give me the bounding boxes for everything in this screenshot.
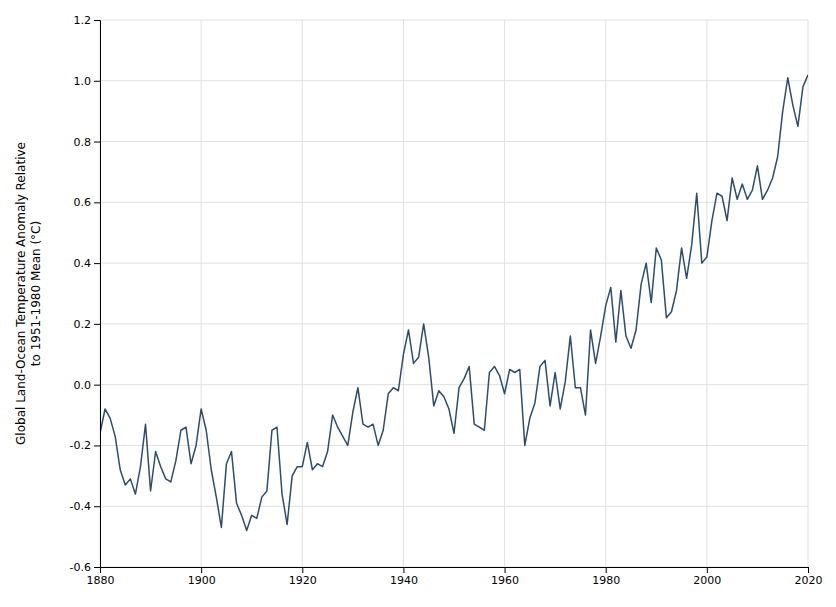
tick-label: 1940	[390, 574, 418, 587]
grid	[100, 20, 808, 567]
grid-line	[100, 506, 808, 507]
grid-line	[706, 20, 707, 567]
tick-label: 2020	[795, 574, 823, 587]
tick-label: 0.4	[74, 257, 92, 270]
tick-label: 0.0	[74, 379, 92, 392]
tick-label: 1900	[188, 574, 216, 587]
tick-label: 2000	[693, 574, 721, 587]
tick: 1.2	[74, 14, 101, 27]
tick: 1960	[491, 567, 519, 587]
plot: 1880 1900 1920 1940 1960 1980 2000 2020 -0.6 -0.4…	[14, 14, 823, 587]
tick-mark	[505, 567, 506, 573]
tick-label: -0.4	[70, 500, 91, 513]
tick-mark	[94, 385, 100, 386]
tick-mark	[94, 567, 100, 568]
y-axis-title-line: to 1951-1980 Mean (°C)	[29, 221, 43, 366]
tick-mark	[94, 324, 100, 325]
grid-line	[100, 384, 808, 385]
tick-mark	[94, 20, 100, 21]
tick: 1940	[390, 567, 418, 587]
tick-mark	[302, 567, 303, 573]
grid-line	[100, 445, 808, 446]
grid-line	[100, 141, 808, 142]
line	[100, 75, 808, 531]
grid-line	[808, 20, 809, 567]
tick-label: 1960	[491, 574, 519, 587]
tick-mark	[94, 81, 100, 82]
tick-mark	[94, 445, 100, 446]
tick: 0.6	[74, 196, 101, 209]
grid-line	[100, 202, 808, 203]
grid-line	[504, 20, 505, 567]
grid-line	[201, 20, 202, 567]
grid-line	[100, 80, 808, 81]
tick: -0.6	[70, 561, 100, 574]
tick: 0.4	[74, 257, 101, 270]
y-axis-title: Global Land-Ocean Temperature Anomaly Re…	[14, 142, 43, 445]
axis-line	[94, 21, 101, 568]
tick-mark	[606, 567, 607, 573]
tick: 0.0	[74, 379, 101, 392]
tick-label: 1.2	[74, 14, 92, 27]
y-axis-title-line: Global Land-Ocean Temperature Anomaly Re…	[14, 142, 28, 445]
tick: 1.0	[74, 75, 101, 88]
tick: -0.4	[70, 500, 100, 513]
tick-label: -0.2	[70, 439, 91, 452]
axis-line	[101, 568, 809, 574]
tick-mark	[94, 202, 100, 203]
tick-label: 0.6	[74, 196, 92, 209]
tick-mark	[94, 506, 100, 507]
tick: 0.8	[74, 136, 101, 149]
grid-line	[403, 20, 404, 567]
tick-label: 1920	[289, 574, 317, 587]
grid-line	[605, 20, 606, 567]
tick-mark	[94, 142, 100, 143]
tick-label: -0.6	[70, 561, 91, 574]
tick: 0.2	[74, 318, 101, 331]
tick: 1900	[188, 567, 216, 587]
tick-mark	[808, 567, 809, 573]
tick-label: 0.2	[74, 318, 92, 331]
tick: 2020	[795, 567, 823, 587]
tick-mark	[707, 567, 708, 573]
x-axis: 1880 1900 1920 1940 1960 1980 2000 2020	[87, 567, 823, 587]
y-axis: -0.6 -0.4 -0.2 0.0 0.2 0.4 0.6 0.8 1.0 1.2	[70, 14, 101, 574]
grid-line	[100, 323, 808, 324]
tick-label: 0.8	[74, 136, 92, 149]
tick: -0.2	[70, 439, 100, 452]
tick-mark	[403, 567, 404, 573]
tick-label: 1980	[592, 574, 620, 587]
tick: 1980	[592, 567, 620, 587]
tick-label: 1.0	[74, 75, 92, 88]
grid-line	[302, 20, 303, 567]
tick-mark	[201, 567, 202, 573]
tick-label: 1880	[87, 574, 115, 587]
marks	[100, 75, 808, 531]
tick: 2000	[693, 567, 721, 587]
chart: 1880 1900 1920 1940 1960 1980 2000 2020 -0.6 -0.4…	[0, 0, 836, 607]
grid-line	[100, 20, 808, 21]
tick: 1920	[289, 567, 317, 587]
tick-mark	[94, 263, 100, 264]
